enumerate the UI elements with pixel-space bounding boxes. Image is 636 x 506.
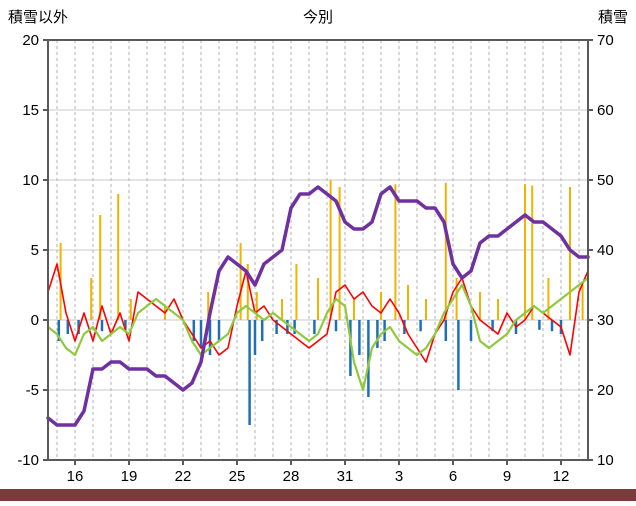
svg-text:16: 16 bbox=[67, 468, 84, 485]
svg-text:30: 30 bbox=[597, 312, 614, 329]
chart-title: 今別 bbox=[303, 9, 333, 26]
svg-text:25: 25 bbox=[229, 468, 246, 485]
svg-text:15: 15 bbox=[22, 102, 39, 119]
svg-text:-5: -5 bbox=[26, 382, 39, 399]
svg-text:20: 20 bbox=[22, 32, 39, 49]
svg-text:10: 10 bbox=[22, 172, 39, 189]
svg-text:12: 12 bbox=[553, 468, 570, 485]
right-axis-title: 積雪 bbox=[598, 9, 628, 26]
svg-text:10: 10 bbox=[597, 452, 614, 469]
svg-text:6: 6 bbox=[449, 468, 457, 485]
svg-text:19: 19 bbox=[121, 468, 138, 485]
svg-text:31: 31 bbox=[337, 468, 354, 485]
svg-text:60: 60 bbox=[597, 102, 614, 119]
svg-text:20: 20 bbox=[597, 382, 614, 399]
left-axis-title: 積雪以外 bbox=[8, 9, 68, 26]
bottom-bar bbox=[0, 489, 636, 501]
svg-text:3: 3 bbox=[395, 468, 403, 485]
svg-text:0: 0 bbox=[31, 312, 39, 329]
svg-text:28: 28 bbox=[283, 468, 300, 485]
svg-text:70: 70 bbox=[597, 32, 614, 49]
svg-text:5: 5 bbox=[31, 242, 39, 259]
svg-text:9: 9 bbox=[503, 468, 511, 485]
svg-text:50: 50 bbox=[597, 172, 614, 189]
svg-text:22: 22 bbox=[175, 468, 192, 485]
svg-text:40: 40 bbox=[597, 242, 614, 259]
svg-text:-10: -10 bbox=[17, 452, 39, 469]
